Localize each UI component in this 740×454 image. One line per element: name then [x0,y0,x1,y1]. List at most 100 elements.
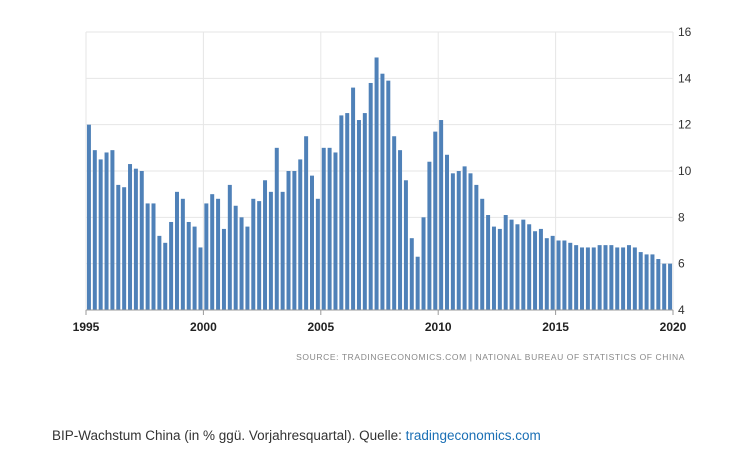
bar [662,263,667,310]
axes: 4 6 8 10 12 14 16 1995 2000 2005 2010 2015 2020 [73,25,692,334]
bar [603,245,608,310]
caption-text: BIP-Wachstum China (in % ggü. Vorjahresq… [52,428,406,443]
bar [304,136,309,310]
bar [480,198,485,310]
bar-chart: 4 6 8 10 12 14 16 1995 2000 2005 2010 2015 2020 [73,25,692,334]
bar [227,184,232,310]
bar [251,198,256,310]
bar [544,238,549,310]
bar [221,228,226,310]
bar [509,219,514,310]
x-tick-label: 2020 [660,320,687,334]
bar [427,161,432,310]
bar [356,120,361,310]
bar [486,215,491,310]
y-tick-label: 10 [678,164,692,178]
bar [533,231,538,310]
bar [110,150,115,310]
bar [450,173,455,310]
y-tick-label: 14 [678,71,692,85]
bar [497,228,502,310]
bar [398,150,403,310]
bar [92,150,97,310]
chart: 4 6 8 10 12 14 16 1995 2000 2005 2010 2015 2020 [73,25,692,334]
bar [274,147,279,310]
bar [668,263,673,310]
x-tick-label: 2005 [307,320,334,334]
bar [180,198,185,310]
bar [116,184,121,310]
y-tick-label: 6 [678,257,685,271]
bar [286,171,291,310]
bar [122,187,127,310]
source-link[interactable]: tradingeconomics.com [405,428,541,443]
gridlines [85,31,674,311]
bar [216,198,221,310]
bar [98,159,103,310]
bar [198,247,203,310]
bar [632,247,637,310]
x-tick-label: 1995 [73,320,100,334]
bar [374,57,379,311]
bar [403,180,408,310]
x-tick-label: 2010 [425,320,452,334]
bar [585,247,590,310]
bar [239,217,244,310]
bar [621,247,626,310]
bar [368,82,373,310]
source-note: SOURCE: TRADINGECONOMICS.COM | NATIONAL … [296,352,685,362]
bar [204,203,209,310]
bar [538,228,543,310]
bar [263,180,268,310]
bar [409,238,414,310]
bar [386,80,391,311]
bar [169,221,174,310]
bar [421,217,426,310]
bar [128,164,133,310]
bar [656,259,661,310]
bar [210,194,215,310]
bar [415,256,420,310]
bar [333,152,338,310]
bar [315,198,320,310]
bar [192,226,197,310]
bar [474,184,479,310]
bar [133,168,138,310]
bar [392,136,397,310]
bar [362,113,367,310]
bar [644,254,649,310]
caption: BIP-Wachstum China (in % ggü. Vorjahresq… [52,428,541,443]
bar [380,73,385,310]
bar [174,191,179,310]
bar [298,159,303,310]
bar [456,171,461,310]
bar [439,120,444,310]
bar [597,245,602,310]
bar [257,201,262,310]
bar [574,245,579,310]
bar [433,131,438,310]
bar [351,87,356,310]
bar [327,147,332,310]
y-tick-label: 16 [678,25,692,39]
bar [521,219,526,310]
bar [86,124,91,310]
bar [245,226,250,310]
bar [163,242,168,310]
bar [310,175,314,310]
bar [139,171,144,310]
bar [503,215,508,310]
bar [562,240,567,310]
bar [650,254,655,310]
bar [491,226,496,310]
x-tick-label: 2000 [190,320,217,334]
bar [233,205,238,310]
bar [151,203,156,310]
bar [186,221,191,310]
bar [515,224,520,310]
bar [268,191,273,310]
bar [462,166,467,310]
bar [615,247,620,310]
x-tick-label: 2015 [542,320,569,334]
bars [86,57,673,311]
